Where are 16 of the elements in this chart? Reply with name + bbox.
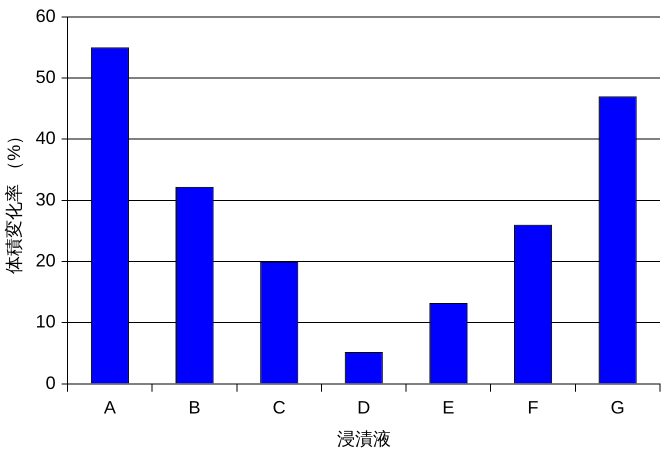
y-tick-label: 60: [36, 6, 56, 26]
y-tick-label: 20: [36, 250, 56, 270]
y-tick-label: 0: [46, 372, 56, 393]
x-tick-label: E: [442, 398, 454, 418]
x-tick-label: G: [610, 398, 625, 418]
y-tick-label: 30: [36, 189, 56, 210]
x-tick-label: D: [357, 398, 370, 418]
y-axis-title: 体積変化率 （%）: [4, 126, 24, 274]
y-tick-label: 50: [36, 66, 56, 87]
y-tick-label: 10: [36, 312, 56, 332]
x-axis-title: 浸漬液: [336, 429, 391, 450]
x-tick-label: F: [528, 398, 539, 418]
x-tick-label: C: [272, 398, 286, 418]
x-tick-label: B: [188, 398, 201, 418]
x-tick-label: A: [104, 398, 116, 418]
y-tick-label: 40: [36, 128, 56, 148]
